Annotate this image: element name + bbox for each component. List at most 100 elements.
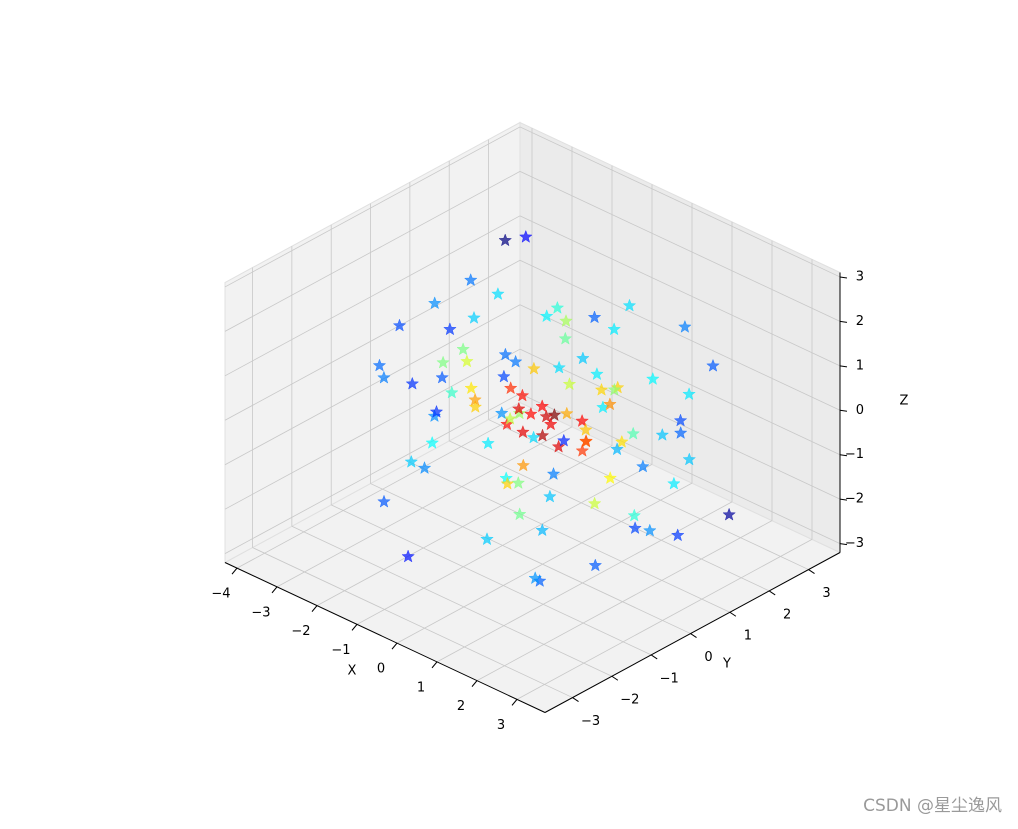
tick-label: −3 xyxy=(581,714,600,729)
point xyxy=(559,313,573,327)
tick-mark xyxy=(839,409,848,412)
grid-line xyxy=(356,464,653,625)
tick-label: −1 xyxy=(660,671,679,686)
point xyxy=(524,406,538,420)
point xyxy=(468,392,482,406)
point xyxy=(503,381,518,395)
point xyxy=(673,413,688,427)
point xyxy=(392,318,407,332)
point xyxy=(678,319,692,333)
point xyxy=(587,310,602,324)
point xyxy=(498,347,513,361)
panes: −4 −3 −2 −1 0 1 2 3 −3 −2 −1 0 1 2 3 −3 −2 −1 0 1 2 3 xyxy=(211,121,864,733)
point xyxy=(481,436,495,450)
point xyxy=(498,233,513,247)
point xyxy=(594,382,609,396)
point xyxy=(463,272,478,287)
point xyxy=(550,300,565,314)
point xyxy=(642,523,657,537)
point xyxy=(401,549,415,563)
point xyxy=(590,366,604,381)
grid-line xyxy=(449,440,770,592)
point xyxy=(603,470,618,485)
point xyxy=(673,425,688,439)
grid-line xyxy=(519,171,841,322)
grid-line xyxy=(436,501,733,663)
tick-mark xyxy=(839,498,848,501)
grid-line xyxy=(476,520,773,681)
tick-label: −1 xyxy=(845,447,864,462)
grid-line xyxy=(488,419,809,570)
point xyxy=(682,387,696,401)
tick-mark xyxy=(572,697,579,702)
point xyxy=(535,399,550,413)
point xyxy=(527,361,541,375)
tick-mark xyxy=(839,276,848,279)
point xyxy=(682,452,697,466)
point xyxy=(552,360,566,374)
grid-line xyxy=(519,348,841,500)
point xyxy=(636,459,650,473)
point xyxy=(497,369,511,383)
grid-line xyxy=(224,215,521,377)
point xyxy=(468,399,483,413)
x-axis-label: X xyxy=(348,664,357,679)
tick-label: 0 xyxy=(377,662,385,677)
point xyxy=(627,508,642,522)
tick-label: 2 xyxy=(856,314,864,329)
tick-label: 1 xyxy=(417,680,425,695)
tick-label: −3 xyxy=(845,536,864,551)
point xyxy=(578,422,593,436)
grid-line xyxy=(224,126,521,288)
point xyxy=(460,354,474,368)
tick-mark xyxy=(729,611,737,617)
point xyxy=(508,354,523,368)
point xyxy=(512,406,527,420)
point xyxy=(603,397,617,411)
grid-line xyxy=(396,482,693,644)
tick-label: −3 xyxy=(251,605,270,620)
point xyxy=(443,322,457,336)
tick-mark xyxy=(431,661,438,669)
point xyxy=(622,298,637,312)
point xyxy=(511,475,526,489)
point xyxy=(372,358,387,372)
tick-label: 0 xyxy=(856,403,864,418)
point xyxy=(607,382,622,396)
tick-label: 3 xyxy=(497,718,505,733)
point xyxy=(526,430,541,444)
grid-line xyxy=(276,426,573,588)
tick-label: 2 xyxy=(783,607,791,622)
point xyxy=(500,476,515,490)
point xyxy=(543,489,557,503)
point xyxy=(480,532,494,546)
point xyxy=(444,385,459,399)
point xyxy=(528,571,543,585)
grid-line xyxy=(291,525,613,677)
point xyxy=(670,528,685,542)
point xyxy=(558,331,573,345)
grid-line xyxy=(224,393,521,554)
tick-mark xyxy=(839,543,848,546)
point xyxy=(417,460,432,475)
tick-mark xyxy=(231,567,238,575)
point xyxy=(576,351,590,365)
point xyxy=(667,476,681,490)
point xyxy=(516,424,530,439)
z-axis-label: Z xyxy=(900,394,909,409)
grid-line xyxy=(516,539,813,700)
point xyxy=(547,407,562,421)
point xyxy=(456,342,470,356)
tick-label: 0 xyxy=(704,650,712,665)
x-axis-line xyxy=(224,562,546,713)
tick-mark xyxy=(690,633,697,638)
tick-mark xyxy=(311,605,318,612)
point xyxy=(575,443,590,457)
tick-label: 1 xyxy=(856,358,864,373)
point xyxy=(546,466,561,480)
point xyxy=(607,322,621,336)
grid-line xyxy=(370,483,691,634)
point xyxy=(404,454,419,468)
points xyxy=(372,229,736,587)
